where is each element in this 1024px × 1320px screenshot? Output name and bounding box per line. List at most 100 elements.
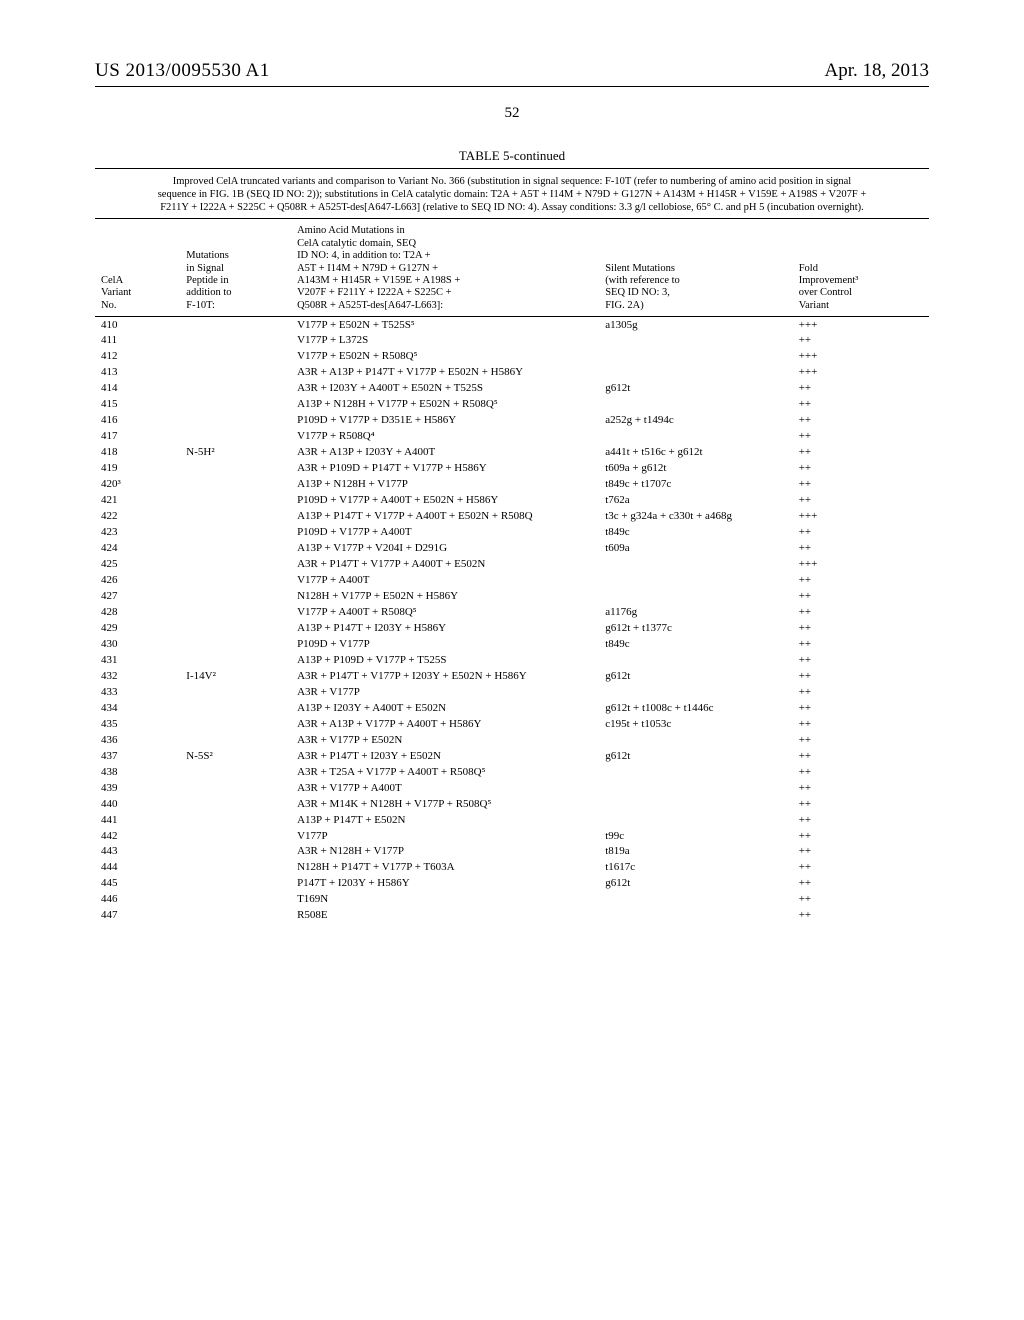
table-cell	[180, 525, 291, 541]
table-row: 443A3R + N128H + V177Pt819a++	[95, 844, 929, 860]
table-cell: ++	[793, 333, 929, 349]
table-cell: 429	[95, 620, 180, 636]
table-cell: 430	[95, 636, 180, 652]
table-cell: ++	[793, 429, 929, 445]
table-cell: 428	[95, 604, 180, 620]
table-cell: ++	[793, 493, 929, 509]
table-cell: A3R + P147T + V177P + I203Y + E502N + H5…	[291, 668, 599, 684]
table-cell: 437	[95, 748, 180, 764]
table-cell: t819a	[599, 844, 793, 860]
table-cell: P109D + V177P + A400T	[291, 525, 599, 541]
table-cell: N-5S²	[180, 748, 291, 764]
table-cell	[180, 588, 291, 604]
table-cell: V177P + A400T + R508Q⁵	[291, 604, 599, 620]
col-fold-improvement: FoldImprovement³over ControlVariant	[793, 219, 929, 316]
table-cell: ++	[793, 573, 929, 589]
table-cell	[180, 349, 291, 365]
page-number: 52	[95, 105, 929, 122]
table-cell	[180, 397, 291, 413]
table-cell: N-5H²	[180, 445, 291, 461]
table-cell: ++	[793, 397, 929, 413]
table-cell: V177P + E502N + T525S⁵	[291, 317, 599, 333]
table-cell: ++	[793, 844, 929, 860]
table-cell: 425	[95, 557, 180, 573]
table-cell: A13P + V177P + V204I + D291G	[291, 541, 599, 557]
table-cell: a1305g	[599, 317, 793, 333]
table-cell: ++	[793, 892, 929, 908]
patent-page: US 2013/0095530 A1 Apr. 18, 2013 52 TABL…	[0, 0, 1024, 1320]
table-cell: V177P + E502N + R508Q⁵	[291, 349, 599, 365]
table-cell: A3R + M14K + N128H + V177P + R508Q⁵	[291, 796, 599, 812]
table-cell: t1617c	[599, 860, 793, 876]
table-cell: 411	[95, 333, 180, 349]
table-cell	[180, 477, 291, 493]
table-row: 425A3R + P147T + V177P + A400T + E502N++…	[95, 557, 929, 573]
table-cell: ++	[793, 764, 929, 780]
table-row: 430P109D + V177Pt849c++	[95, 636, 929, 652]
table-cell: 434	[95, 700, 180, 716]
table-cell: A3R + T25A + V177P + A400T + R508Q⁵	[291, 764, 599, 780]
table-row: 447R508E++	[95, 908, 929, 924]
table-cell: A13P + P147T + V177P + A400T + E502N + R…	[291, 509, 599, 525]
table-cell: t609a	[599, 541, 793, 557]
table-cell: A3R + A13P + V177P + A400T + H586Y	[291, 716, 599, 732]
variant-table: CelAVariantNo. Mutationsin SignalPeptide…	[95, 219, 929, 923]
table-cell	[599, 429, 793, 445]
table-cell: 420³	[95, 477, 180, 493]
table-row: 417V177P + R508Q⁴++	[95, 429, 929, 445]
table-cell: A13P + N128H + V177P + E502N + R508Q⁵	[291, 397, 599, 413]
table-cell: ++	[793, 445, 929, 461]
col-aa-mutations: Amino Acid Mutations inCelA catalytic do…	[291, 219, 599, 316]
table-cell	[180, 636, 291, 652]
table-cell	[180, 333, 291, 349]
table-cell: A3R + P147T + V177P + A400T + E502N	[291, 557, 599, 573]
table-cell: 432	[95, 668, 180, 684]
table-cell: ++	[793, 668, 929, 684]
table-cell	[180, 620, 291, 636]
page-header: US 2013/0095530 A1 Apr. 18, 2013	[95, 60, 929, 87]
table-row: 434A13P + I203Y + A400T + E502Ng612t + t…	[95, 700, 929, 716]
table-cell: 419	[95, 461, 180, 477]
col-signal-mutations: Mutationsin SignalPeptide inaddition toF…	[180, 219, 291, 316]
table-cell	[180, 652, 291, 668]
table-cell: +++	[793, 509, 929, 525]
table-cell	[599, 588, 793, 604]
table-cell: 427	[95, 588, 180, 604]
table-row: 436A3R + V177P + E502N++	[95, 732, 929, 748]
table-row: 442V177Pt99c++	[95, 828, 929, 844]
table-cell: ++	[793, 732, 929, 748]
table-cell: A3R + V177P + E502N	[291, 732, 599, 748]
table-cell: 444	[95, 860, 180, 876]
table-cell	[599, 812, 793, 828]
table-cell: ++	[793, 588, 929, 604]
table-cell: 413	[95, 365, 180, 381]
table-cell: P109D + V177P	[291, 636, 599, 652]
table-cell	[180, 764, 291, 780]
table-cell: 440	[95, 796, 180, 812]
table-row: 414A3R + I203Y + A400T + E502N + T525Sg6…	[95, 381, 929, 397]
table-cell: 431	[95, 652, 180, 668]
table-cell: 438	[95, 764, 180, 780]
table-cell: ++	[793, 860, 929, 876]
table-cell	[180, 573, 291, 589]
table-header-row: CelAVariantNo. Mutationsin SignalPeptide…	[95, 219, 929, 316]
table-cell: 412	[95, 349, 180, 365]
table-cell: A13P + N128H + V177P	[291, 477, 599, 493]
table-cell: V177P	[291, 828, 599, 844]
table-cell: A13P + P147T + E502N	[291, 812, 599, 828]
table-cell: t609a + g612t	[599, 461, 793, 477]
table-cell	[180, 732, 291, 748]
publication-date: Apr. 18, 2013	[825, 60, 930, 82]
table-row: 428V177P + A400T + R508Q⁵a1176g++	[95, 604, 929, 620]
table-cell	[180, 429, 291, 445]
table-cell	[599, 908, 793, 924]
table-cell: A3R + A13P + P147T + V177P + E502N + H58…	[291, 365, 599, 381]
table-row: 426V177P + A400T++	[95, 573, 929, 589]
table-cell: t849c	[599, 636, 793, 652]
table-row: 412V177P + E502N + R508Q⁵+++	[95, 349, 929, 365]
table-row: 435A3R + A13P + V177P + A400T + H586Yc19…	[95, 716, 929, 732]
table-cell: ++	[793, 780, 929, 796]
table-cell: 421	[95, 493, 180, 509]
table-cell	[180, 716, 291, 732]
table-cell: 441	[95, 812, 180, 828]
